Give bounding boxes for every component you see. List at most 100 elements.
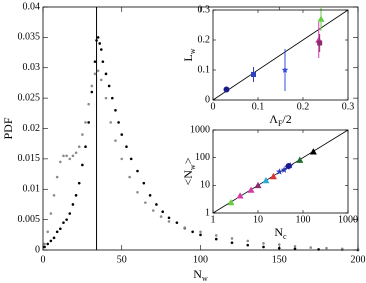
point [262,245,265,249]
y-tick-label: 10 [200,180,210,191]
point [43,242,46,246]
point [175,221,179,224]
point [99,48,103,51]
point [55,175,59,179]
point [43,245,46,249]
point [167,220,171,223]
point [90,84,94,88]
label-text: > [181,157,195,164]
point [317,15,325,22]
point [262,242,265,245]
point [52,236,56,240]
point [71,203,75,206]
point [159,215,163,218]
label-subscript: w [188,48,197,54]
label-text: N [193,267,202,281]
x-tick-label: 0.3 [342,101,355,112]
point [251,72,256,77]
point [191,230,194,234]
point [136,190,139,194]
point [125,145,128,149]
reference-line [212,9,349,101]
label-text: L [181,54,195,61]
point [223,86,230,93]
point [120,157,124,161]
point [325,246,328,250]
point [254,181,262,189]
point [296,156,304,163]
point [214,234,218,237]
axis-label: <Nw> [181,157,198,185]
y-tick-label: 0.035 [18,32,41,43]
point [236,192,244,199]
point [148,194,152,197]
x-tick-label: 0.1 [252,101,265,112]
point [104,96,108,100]
point [183,226,187,229]
point [81,133,84,136]
x-tick-label: 150 [272,254,287,265]
point [167,216,171,220]
y-tick-label: 0.1 [198,64,211,75]
point [68,212,72,215]
label-text: <N [181,170,195,186]
point [214,237,218,241]
point [285,162,292,169]
point [62,221,65,224]
point [71,154,75,158]
point [104,72,108,76]
point [107,84,111,88]
point [129,157,133,161]
point [199,230,202,234]
point [93,72,97,76]
point [59,227,62,231]
x-tick-label: 100 [193,254,208,265]
point [276,168,283,175]
point [293,247,297,251]
y-tick-label: 0 [35,244,40,255]
x-tick-label: 200 [351,254,366,265]
y-tick-label: 0.02 [23,123,41,134]
y-tick-label: 0 [205,94,210,105]
y-tick-label: 0.01 [23,184,41,195]
point [281,66,289,73]
point [52,194,56,197]
point [227,198,235,206]
point [65,154,68,158]
point [117,121,120,124]
point [77,181,81,185]
y-tick-label: 0.005 [18,214,41,225]
point [109,121,113,124]
point [46,230,50,234]
y-tick-label: 0.025 [18,92,41,103]
point [317,40,323,46]
x-tick-label: 1000 [338,214,358,225]
x-tick-label: 0.2 [297,101,310,112]
point [93,60,97,63]
axes-frame [212,9,349,101]
point [74,194,78,197]
point [81,163,84,167]
point [277,243,281,246]
y-tick-label: 0.2 [198,34,211,45]
x-tick-label: 50 [117,254,127,265]
point [230,237,234,240]
point [269,172,277,180]
point [65,218,68,221]
label-subscript: w [202,274,208,283]
point [114,139,117,142]
x-tick-label: 100 [296,214,311,225]
point [161,210,164,214]
axis-label: Lw [181,48,198,61]
axes-frame [212,129,349,214]
point [99,78,103,82]
point [144,201,147,204]
label-text: /2 [282,112,291,126]
y-tick-label: 100 [195,152,210,163]
point [199,233,202,237]
point [98,42,101,45]
point [230,241,234,245]
point [90,90,94,94]
point [95,39,98,42]
